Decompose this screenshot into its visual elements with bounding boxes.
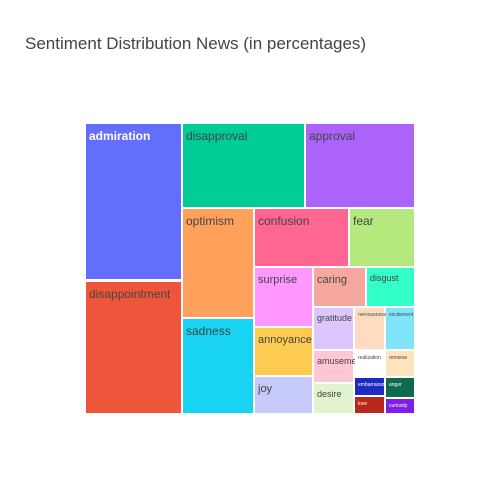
treemap-tile-anger[interactable]: anger [386,378,414,397]
treemap-tile-desire[interactable]: desire [314,384,353,413]
treemap-tile-label-realization: realization [358,355,381,361]
treemap-tile-curiosity[interactable]: curiosity [386,399,414,413]
treemap-tile-confusion[interactable]: confusion [255,209,348,266]
treemap-tile-rect-surprise[interactable] [255,268,312,326]
treemap-tile-rect-disapproval[interactable] [183,124,304,207]
treemap-tile-label-disapproval: disapproval [186,129,247,143]
treemap-tile-love[interactable]: love [355,397,384,413]
treemap-tile-optimism[interactable]: optimism [183,209,253,317]
treemap-tile-label-joy: joy [257,383,273,395]
treemap-tile-disapproval[interactable]: disapproval [183,124,304,207]
treemap-tile-label-nervousness: nervousness [358,312,387,318]
treemap-tile-label-annoyance: annoyance [258,334,312,346]
treemap-tile-rect-excitement[interactable] [386,308,414,349]
treemap-tile-rect-love[interactable] [355,397,384,413]
treemap-tile-label-optimism: optimism [186,214,234,228]
treemap-tile-rect-disgust[interactable] [367,268,414,306]
treemap-tile-label-amusement: amusement [317,356,365,366]
treemap-tile-nervousness[interactable]: nervousness [355,308,387,349]
treemap-tile-annoyance[interactable]: annoyance [255,328,312,375]
treemap-tile-label-desire: desire [317,389,342,399]
treemap-tile-label-admiration: admiration [89,129,150,143]
treemap-tile-embarrassment[interactable]: embarrassment [355,378,393,395]
treemap-tile-admiration[interactable]: admiration [86,124,181,279]
treemap-tile-remorse[interactable]: remorse [386,351,414,376]
treemap-tile-excitement[interactable]: excitement [386,308,414,349]
treemap-tile-rect-disappointment[interactable] [86,282,181,413]
treemap-tile-label-sadness: sadness [186,324,231,338]
treemap-tile-label-curiosity: curiosity [389,403,408,409]
treemap-tile-rect-approval[interactable] [306,124,414,207]
treemap-tile-rect-optimism[interactable] [183,209,253,317]
treemap-tile-label-confusion: confusion [258,214,309,228]
treemap-tile-label-caring: caring [317,274,347,286]
treemap-tile-rect-joy[interactable] [255,377,312,413]
treemap-tile-approval[interactable]: approval [306,124,414,207]
treemap-tile-disappointment[interactable]: disappointment [86,282,181,413]
treemap-tile-caring[interactable]: caring [314,268,365,306]
treemap-tile-label-love: love [358,401,367,407]
chart-title: Sentiment Distribution News (in percenta… [25,34,367,53]
treemap-tile-rect-remorse[interactable] [386,351,414,376]
treemap-tile-rect-desire[interactable] [314,384,353,413]
treemap-tile-rect-admiration[interactable] [86,124,181,279]
treemap-tile-rect-realization[interactable] [355,351,384,376]
treemap-tile-rect-confusion[interactable] [255,209,348,266]
treemap-tile-rect-annoyance[interactable] [255,328,312,375]
treemap-tile-rect-nervousness[interactable] [355,308,384,349]
treemap-tile-amusement[interactable]: amusement [314,351,365,382]
treemap-tile-rect-curiosity[interactable] [386,399,414,413]
treemap-tile-joy[interactable]: joy [255,377,312,413]
treemap-tile-rect-anger[interactable] [386,378,414,397]
treemap-tile-realization[interactable]: realization [355,351,384,376]
treemap-tile-rect-sadness[interactable] [183,319,253,413]
treemap-tile-gratitude[interactable]: gratitude [314,308,353,349]
treemap-tile-label-embarrassment: embarrassment [358,382,393,388]
treemap-tile-sadness[interactable]: sadness [183,319,253,413]
treemap-tile-rect-caring[interactable] [314,268,365,306]
treemap-tile-label-gratitude: gratitude [317,313,352,323]
treemap-tile-rect-embarrassment[interactable] [355,378,384,395]
treemap-tile-label-surprise: surprise [258,274,297,286]
treemap-tile-label-disgust: disgust [370,273,399,283]
treemap-tile-label-excitement: excitement [389,312,414,318]
treemap-tile-rect-gratitude[interactable] [314,308,353,349]
treemap-tile-rect-fear[interactable] [350,209,414,266]
treemap-tile-label-approval: approval [309,129,355,143]
treemap-tile-label-disappointment: disappointment [89,287,171,301]
treemap-tile-label-fear: fear [353,214,374,228]
treemap-tile-rect-amusement[interactable] [314,351,353,382]
treemap-tile-disgust[interactable]: disgust [367,268,414,306]
treemap-tile-fear[interactable]: fear [350,209,414,266]
treemap-tile-label-remorse: remorse [389,355,408,361]
treemap-tile-surprise[interactable]: surprise [255,268,312,326]
treemap-tile-label-anger: anger [389,382,402,388]
